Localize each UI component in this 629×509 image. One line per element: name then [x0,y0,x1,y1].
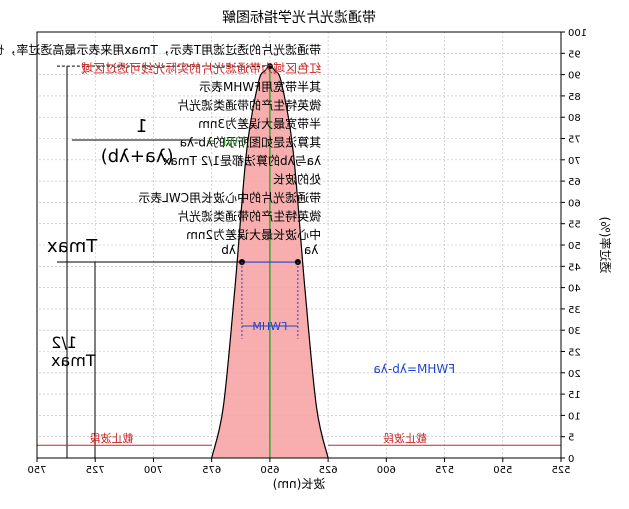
y-tick-label: 65 [568,177,581,188]
x-tick-label: 675 [202,465,221,476]
y-tick-label: 10 [568,411,581,422]
axis-layer: 0 5 10 15 20 25 30 35 40 45 50 55 60 65 70 75 80 85 90 95 10… [27,28,587,476]
x-tick-label: 575 [435,465,454,476]
x-tick-label: 625 [319,465,338,476]
y-tick-label: 30 [568,326,581,337]
x-tick-label: 650 [260,465,279,476]
annotation-line: 处的波长 [273,172,321,187]
annotation-line: 微英特生产的带通类滤光片 [177,98,321,113]
y-tick-label: 50 [568,241,581,252]
fwhm-label: FWHM [252,320,287,333]
y-tick-label: 0 [568,454,574,465]
y-tick-label: 45 [568,262,581,273]
y-axis-label: 透过率(%) [598,217,613,274]
tmax-label: Tmax [47,236,99,257]
annotation-line: 其半带宽用FWHM表示 [199,79,321,94]
x-tick-label: 525 [551,465,570,476]
y-tick-label: 40 [568,284,581,295]
annotation-line: λa与λb的算法都是1/2 Tmax [163,153,321,168]
y-tick-label: 95 [568,49,581,60]
x-axis-label: 波长(nm) [273,477,326,491]
x-tick-label: 700 [144,465,163,476]
annotation-line: 其算法是如图所示的λb-λa [180,135,322,150]
y-tick-label: 70 [568,156,581,167]
cutoff-label-right: 截止波段 [383,431,427,445]
lambda-b-label: λb [221,243,236,257]
fwhm-formula: FWHM=λb-λa [373,362,455,376]
y-tick-label: 25 [568,348,581,359]
cwl-formula-den: (λa+λb) [101,146,174,167]
annotation-line: 红色区域为带通滤光片的实际光线可透过区域 [81,61,321,76]
y-tick-label: 35 [568,305,581,316]
y-tick-label: 80 [568,113,581,124]
annotation-line: 中心波长最大误差为2nm [186,227,321,242]
mirror-root: 0 5 10 15 20 25 30 35 40 45 50 55 60 65 70 75 80 85 90 95 10… [0,10,613,491]
y-tick-label: 20 [568,369,581,380]
y-tick-label: 15 [568,390,581,401]
chart-title: 带通滤光片光学指标图解 [222,10,376,26]
x-tick-label: 750 [27,465,46,476]
x-tick-label: 550 [493,465,512,476]
y-tick-label: 75 [568,135,581,146]
annotation-line: 半带宽最大误差为3nm [198,116,321,131]
half-tmax-label: Tmax [51,351,97,370]
y-tick-label: 100 [568,28,587,39]
cwl-formula-num: 1 [136,116,147,137]
y-tick-label: 85 [568,92,581,103]
cwl-label: CWL = [206,135,247,149]
lambda-a-label: λa [304,243,318,257]
peak-point [266,63,273,70]
y-tick-label: 55 [568,220,581,231]
annotation-line: 带通滤光片的透过滤用T表示，Tmax用来表示最高透过率，也就峰值透过率 [0,42,321,57]
y-tick-label: 60 [568,198,581,209]
annotation-line: 带通滤光片的中心波长用CWL表示 [138,190,321,205]
cutoff-label-left: 截止波段 [90,431,134,445]
annotation-line: 微英特生产的带通类滤光片 [177,209,321,224]
guide-layer [37,63,561,458]
y-tick-label: 90 [568,71,581,82]
x-tick-label: 725 [86,465,105,476]
x-tick-label: 600 [377,465,396,476]
half-label: 1/2 [51,333,77,352]
y-tick-label: 5 [568,433,574,444]
